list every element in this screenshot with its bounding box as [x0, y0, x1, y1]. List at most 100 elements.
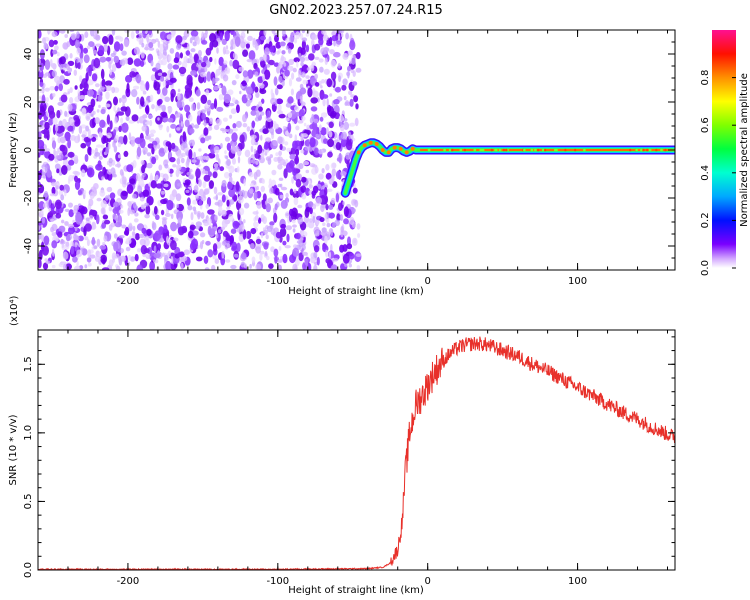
band-speckle — [564, 148, 567, 152]
noise-blob — [242, 70, 248, 78]
noise-blob — [304, 146, 311, 151]
noise-blob — [297, 204, 303, 209]
noise-blob — [282, 125, 287, 130]
noise-blob — [260, 214, 265, 222]
noise-blob — [332, 257, 339, 262]
noise-blob — [76, 31, 80, 39]
noise-blob — [209, 41, 214, 51]
noise-blob — [250, 138, 256, 146]
noise-blob — [177, 226, 185, 236]
noise-blob — [165, 260, 172, 270]
noise-blob — [285, 102, 292, 108]
noise-blob — [274, 98, 278, 107]
band-speckle — [534, 148, 537, 152]
noise-blob — [302, 79, 309, 85]
noise-blob — [308, 53, 315, 61]
noise-blob — [48, 110, 56, 119]
band-speckle — [463, 148, 467, 152]
noise-blob — [228, 188, 236, 198]
noise-blob — [305, 169, 310, 174]
noise-blob — [354, 117, 359, 127]
noise-blob — [89, 214, 94, 220]
noise-blob — [291, 72, 295, 80]
noise-blob — [158, 50, 162, 56]
noise-blob — [77, 89, 81, 98]
noise-blob — [195, 89, 201, 97]
noise-blob — [95, 214, 100, 225]
noise-blob — [258, 217, 262, 224]
noise-blob — [60, 94, 68, 103]
noise-blob — [190, 70, 198, 76]
noise-blob — [324, 186, 328, 196]
noise-blob — [94, 152, 101, 157]
noise-blob — [87, 89, 94, 97]
noise-blob — [67, 138, 71, 149]
noise-blob — [307, 201, 314, 208]
noise-blob — [166, 125, 170, 133]
noise-blob — [235, 181, 240, 192]
noise-blob — [321, 227, 327, 233]
noise-blob — [131, 231, 136, 236]
noise-blob — [191, 159, 197, 163]
noise-blob — [67, 103, 73, 112]
noise-blob — [108, 224, 113, 231]
noise-blob — [129, 178, 136, 185]
noise-blob — [119, 43, 124, 52]
noise-blob — [164, 213, 171, 217]
noise-blob — [321, 79, 325, 84]
noise-blob — [324, 213, 328, 222]
noise-blob — [51, 140, 57, 150]
noise-blob — [242, 49, 249, 57]
noise-blob — [141, 80, 145, 86]
noise-blob — [162, 117, 169, 123]
noise-blob — [304, 208, 310, 218]
noise-blob — [54, 85, 59, 92]
noise-blob — [283, 62, 287, 67]
noise-blob — [184, 84, 192, 92]
noise-blob — [146, 34, 150, 43]
noise-blob — [265, 156, 272, 162]
noise-blob — [63, 263, 67, 270]
noise-blob — [298, 163, 304, 170]
noise-blob — [86, 257, 92, 263]
noise-blob — [200, 94, 208, 105]
noise-blob — [109, 68, 112, 76]
noise-blob — [183, 30, 190, 38]
noise-blob — [53, 40, 58, 45]
noise-blob — [41, 216, 46, 224]
noise-blob — [161, 104, 166, 112]
noise-blob — [340, 214, 344, 222]
noise-blob — [238, 207, 245, 216]
noise-blob — [330, 59, 337, 68]
noise-blob — [146, 162, 153, 169]
noise-blob — [300, 176, 307, 183]
noise-blob — [127, 208, 131, 216]
noise-blob — [169, 173, 173, 178]
noise-blob — [108, 259, 114, 267]
noise-blob — [138, 39, 143, 45]
noise-blob — [46, 170, 52, 178]
noise-blob — [342, 253, 350, 264]
noise-blob — [84, 236, 89, 241]
noise-blob — [216, 47, 219, 54]
noise-blob — [204, 267, 210, 270]
noise-blob — [218, 94, 224, 101]
noise-blob — [99, 119, 106, 128]
noise-blob — [129, 222, 132, 227]
noise-blob — [188, 175, 194, 180]
y-tick-label: 1.5 — [23, 356, 34, 372]
noise-blob — [327, 106, 335, 117]
noise-blob — [308, 218, 313, 223]
noise-blob — [279, 158, 286, 166]
noise-blob — [74, 135, 80, 144]
noise-blob — [280, 55, 284, 62]
noise-blob — [250, 145, 254, 153]
noise-blob — [101, 144, 105, 150]
noise-blob — [84, 31, 89, 38]
noise-blob — [279, 143, 283, 151]
noise-blob — [158, 147, 166, 157]
noise-blob — [191, 238, 199, 249]
noise-blob — [265, 203, 271, 213]
noise-blob — [200, 137, 206, 144]
